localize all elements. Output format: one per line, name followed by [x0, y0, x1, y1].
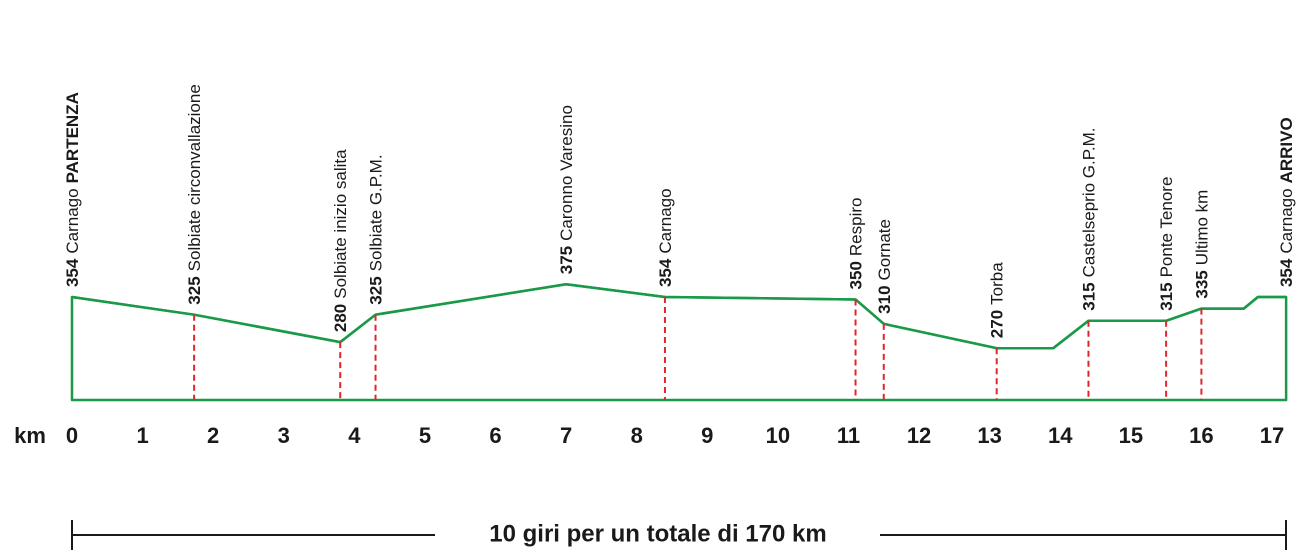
x-tick-label: 0	[66, 423, 78, 448]
x-tick-label: 7	[560, 423, 572, 448]
x-tick-label: 2	[207, 423, 219, 448]
place-label: Carnago	[1277, 188, 1296, 253]
elevation-label: 354	[1277, 258, 1296, 287]
elevation-label: 354	[655, 258, 674, 287]
point-label: 354 Carnago ARRIVO	[1277, 117, 1296, 287]
x-axis-label: km	[14, 423, 46, 448]
place-label: Castelseprio G.P.M.	[1079, 127, 1098, 277]
x-tick-label: 16	[1189, 423, 1213, 448]
point-label: 350 Respiro	[846, 197, 865, 289]
x-tick-label: 1	[136, 423, 148, 448]
elevation-label: 310	[874, 285, 893, 313]
place-label: Carnago	[63, 188, 82, 253]
footer-text: 10 giri per un totale di 170 km	[489, 520, 826, 547]
x-tick-label: 11	[837, 423, 860, 448]
point-label: 354 Carnago PARTENZA	[63, 92, 82, 287]
place-label: Ultimo km	[1192, 190, 1211, 266]
x-tick-label: 8	[631, 423, 643, 448]
elevation-label: 315	[1079, 282, 1098, 310]
place-label: Carnago	[655, 188, 674, 253]
place-label: Caronno Varesino	[557, 105, 576, 241]
x-tick-label: 3	[278, 423, 290, 448]
point-label: 310 Gornate	[874, 219, 893, 314]
elevation-label: 335	[1192, 270, 1211, 298]
elevation-label: 325	[366, 276, 385, 304]
point-label: 325 Solbiate circonvallazione	[185, 84, 204, 304]
x-tick-label: 13	[977, 423, 1001, 448]
point-label: 315 Ponte Tenore	[1157, 177, 1176, 311]
place-label: Respiro	[846, 197, 865, 256]
profile-line	[71, 282, 1287, 350]
x-tick-label: 4	[348, 423, 361, 448]
place-label: Solbiate circonvallazione	[185, 84, 204, 271]
point-label: 270 Torba	[987, 262, 1006, 338]
elevation-label: 350	[846, 261, 865, 289]
elevation-label: 325	[185, 276, 204, 304]
elevation-label: 375	[557, 246, 576, 274]
profile-area	[70, 282, 1288, 402]
place-label: Solbiate inizio salita	[331, 149, 350, 299]
point-label: 325 Solbiate G.P.M.	[366, 154, 385, 304]
point-label: 335 Ultimo km	[1192, 190, 1211, 299]
elevation-label: 270	[987, 310, 1006, 338]
x-tick-label: 17	[1260, 423, 1284, 448]
x-tick-label: 5	[419, 423, 431, 448]
x-tick-label: 6	[489, 423, 501, 448]
point-label: 280 Solbiate inizio salita	[331, 149, 350, 332]
place-label: Gornate	[874, 219, 893, 280]
x-tick-label: 10	[766, 423, 790, 448]
stage-label: ARRIVO	[1277, 117, 1296, 183]
x-tick-label: 12	[907, 423, 931, 448]
elevation-label: 315	[1157, 282, 1176, 310]
elevation-label: 280	[331, 304, 350, 332]
place-label: Ponte Tenore	[1157, 177, 1176, 278]
x-tick-label: 14	[1048, 423, 1073, 448]
place-label: Torba	[987, 262, 1006, 305]
x-tick-label: 9	[701, 423, 713, 448]
point-label: 315 Castelseprio G.P.M.	[1079, 127, 1098, 310]
x-tick-label: 15	[1119, 423, 1143, 448]
stage-label: PARTENZA	[63, 92, 82, 183]
place-label: Solbiate G.P.M.	[366, 154, 385, 271]
point-label: 375 Caronno Varesino	[557, 105, 576, 274]
elevation-label: 354	[63, 258, 82, 287]
point-label: 354 Carnago	[655, 188, 674, 287]
